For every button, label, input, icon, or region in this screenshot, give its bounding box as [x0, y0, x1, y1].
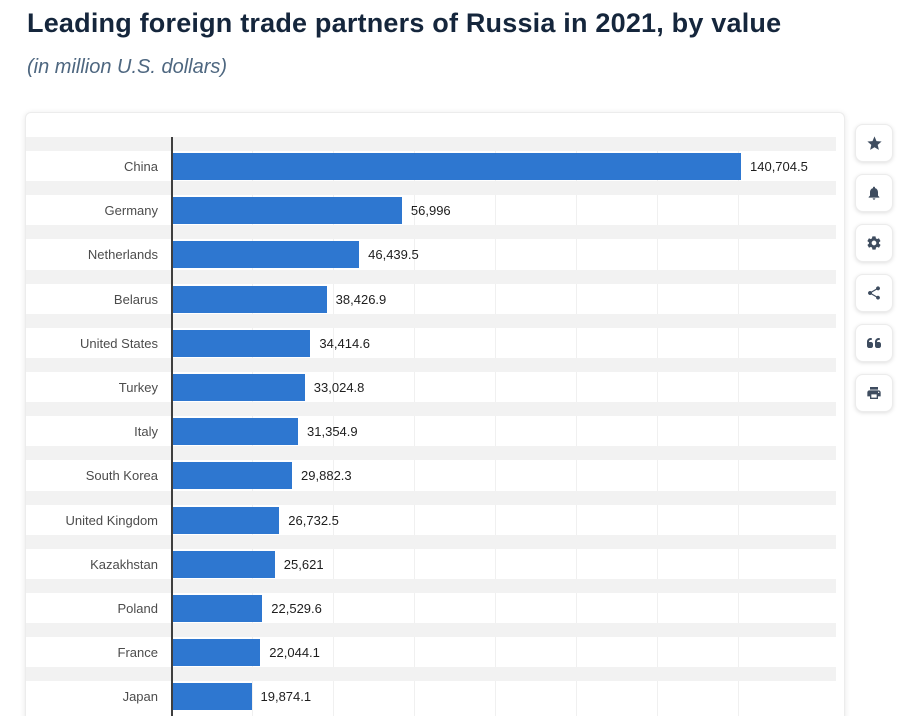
value-label: 140,704.5	[750, 159, 808, 174]
chart-row: United Kingdom 26,732.5	[26, 490, 836, 535]
bar[interactable]	[171, 153, 741, 180]
row-stripe	[26, 225, 836, 240]
value-label: 38,426.9	[335, 291, 387, 307]
chart-row: China 140,704.5	[26, 137, 836, 181]
category-label: Netherlands	[87, 247, 158, 263]
category-label: Turkey	[118, 379, 158, 395]
row-stripe	[26, 357, 836, 372]
bar[interactable]	[171, 285, 327, 313]
value-label: 22,529.6	[271, 600, 322, 616]
alerts-button[interactable]	[855, 174, 893, 212]
page-title: Leading foreign trade partners of Russia…	[27, 8, 782, 38]
row-stripe	[26, 534, 836, 549]
bar[interactable]	[171, 418, 299, 446]
value-label: 29,882.3	[301, 468, 352, 484]
bar[interactable]	[171, 373, 305, 401]
bar[interactable]	[171, 594, 263, 622]
value-label: 34,414.6	[319, 335, 371, 351]
row-stripe	[26, 402, 836, 417]
category-label: France	[117, 645, 158, 661]
row-stripe	[26, 446, 836, 461]
chart-row: Poland 22,529.6	[26, 578, 836, 623]
value-label: 19,874.1	[260, 689, 312, 705]
row-stripe	[26, 269, 836, 284]
bar[interactable]	[171, 197, 402, 225]
bell-icon	[866, 185, 882, 201]
row-stripe	[26, 181, 836, 196]
settings-button[interactable]	[855, 224, 893, 262]
row-stripe	[26, 667, 836, 682]
share-button[interactable]	[855, 274, 893, 312]
share-icon	[866, 285, 882, 301]
chart-rows: China 140,704.5 Germany 56,996 Netherlands 46…	[26, 137, 836, 711]
category-label: Japan	[122, 689, 158, 705]
value-label: 46,439.5	[368, 247, 419, 263]
category-label: Belarus	[113, 291, 158, 307]
gridline	[414, 137, 416, 716]
gear-icon	[866, 235, 882, 251]
category-label: Kazakhstan	[90, 556, 158, 572]
row-stripe	[26, 490, 836, 505]
row-stripe	[26, 137, 836, 151]
category-label: United States	[79, 335, 158, 351]
chart-row: France 22,044.1	[26, 623, 836, 667]
value-label: 56,996	[410, 203, 451, 219]
favorite-button[interactable]	[855, 124, 893, 162]
value-label: 26,732.5	[288, 512, 339, 528]
value-label: 33,024.8	[313, 379, 365, 395]
printer-icon	[866, 385, 882, 401]
page-subtitle: (in million U.S. dollars)	[27, 56, 228, 78]
bar[interactable]	[171, 506, 280, 534]
chart-card: China 140,704.5 Germany 56,996 Netherlands 46…	[25, 112, 845, 716]
gridline	[576, 137, 578, 716]
bar[interactable]	[171, 241, 360, 269]
chart-row: Japan 19,874.1	[26, 667, 836, 711]
chart-row: Kazakhstan 25,621	[26, 534, 836, 579]
chart-row: Netherlands 46,439.5	[26, 225, 836, 269]
bar[interactable]	[171, 550, 275, 578]
chart-row: United States 34,414.6	[26, 313, 836, 358]
value-label: 22,044.1	[269, 645, 320, 661]
chart-toolbar	[855, 124, 893, 412]
star-icon	[866, 135, 883, 152]
gridline	[495, 137, 497, 716]
bar[interactable]	[171, 329, 311, 357]
row-stripe	[26, 578, 836, 593]
row-stripe	[26, 313, 836, 328]
value-label: 31,354.9	[307, 424, 358, 440]
category-label: Italy	[134, 424, 158, 440]
gridline	[657, 137, 659, 716]
category-label: United Kingdom	[65, 512, 159, 528]
chart-row: Turkey 33,024.8	[26, 357, 836, 402]
category-label: South Korea	[85, 468, 158, 484]
category-label: Germany	[104, 203, 158, 219]
category-label: China	[124, 159, 158, 174]
category-label: Poland	[117, 600, 158, 616]
chart-row: Germany 56,996	[26, 181, 836, 225]
print-button[interactable]	[855, 374, 893, 412]
chart-row: South Korea 29,882.3	[26, 446, 836, 490]
y-axis-line	[171, 137, 173, 716]
quote-icon	[866, 335, 882, 351]
bar[interactable]	[171, 462, 293, 490]
bar[interactable]	[171, 683, 252, 711]
cite-button[interactable]	[855, 324, 893, 362]
chart-row: Belarus 38,426.9	[26, 269, 836, 314]
value-label: 25,621	[283, 556, 324, 572]
row-stripe	[26, 623, 836, 638]
chart-row: Italy 31,354.9	[26, 402, 836, 446]
gridline	[738, 137, 740, 716]
bar[interactable]	[171, 639, 261, 667]
gridline	[333, 137, 335, 716]
